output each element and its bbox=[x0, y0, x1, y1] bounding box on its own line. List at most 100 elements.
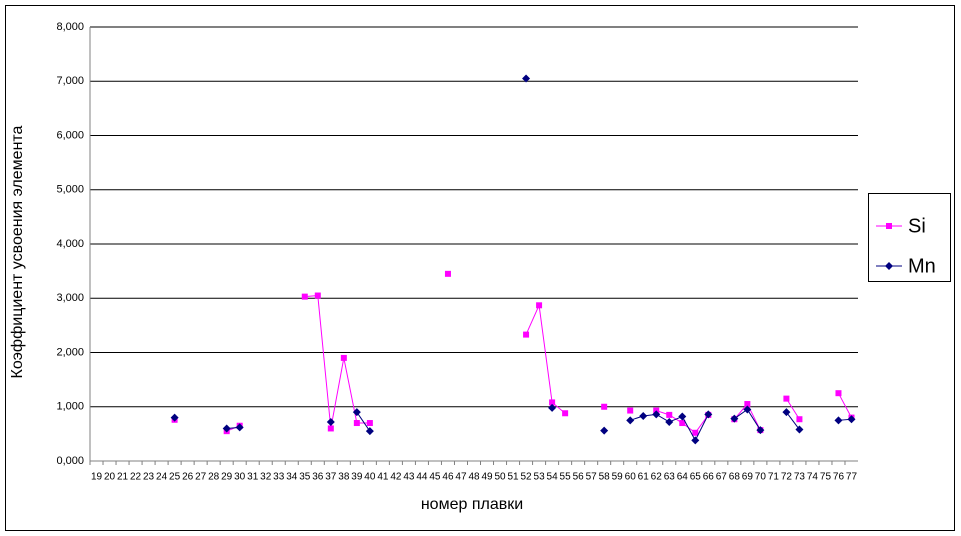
x-tick-label: 22 bbox=[130, 472, 142, 483]
x-tick-label: 58 bbox=[599, 472, 611, 483]
x-tick-label: 46 bbox=[442, 472, 454, 483]
data-point bbox=[652, 410, 661, 419]
x-tick-label: 44 bbox=[416, 472, 428, 483]
data-point bbox=[523, 331, 530, 338]
data-point bbox=[691, 436, 700, 445]
x-tick-label: 30 bbox=[234, 472, 246, 483]
x-tick-label: 24 bbox=[156, 472, 168, 483]
data-point bbox=[730, 414, 739, 423]
x-tick-label: 45 bbox=[429, 472, 441, 483]
x-tick-label: 29 bbox=[221, 472, 233, 483]
data-point bbox=[326, 417, 335, 426]
data-point bbox=[847, 415, 856, 424]
x-tick-label: 47 bbox=[455, 472, 467, 483]
data-point bbox=[170, 413, 179, 422]
x-tick-label: 50 bbox=[494, 472, 506, 483]
legend-marker bbox=[885, 262, 893, 270]
data-point bbox=[756, 426, 765, 435]
data-point bbox=[444, 270, 451, 277]
x-tick-label: 34 bbox=[286, 472, 298, 483]
x-axis-title: номер плавки bbox=[421, 496, 523, 513]
data-point bbox=[834, 416, 843, 425]
x-tick-label: 27 bbox=[195, 472, 207, 483]
data-point bbox=[795, 425, 804, 434]
data-point bbox=[639, 411, 648, 420]
x-tick-label: 19 bbox=[91, 472, 103, 483]
x-tick-label: 66 bbox=[703, 472, 715, 483]
data-point bbox=[796, 416, 803, 423]
data-point bbox=[743, 405, 752, 414]
legend-marker bbox=[886, 223, 892, 229]
x-tick-label: 41 bbox=[377, 472, 389, 483]
y-tick-label: 1,000 bbox=[56, 401, 84, 413]
x-tick-label: 77 bbox=[846, 472, 858, 483]
data-point bbox=[782, 408, 791, 417]
x-tick-label: 59 bbox=[612, 472, 624, 483]
data-point bbox=[365, 427, 374, 436]
x-tick-label: 38 bbox=[338, 472, 350, 483]
legend-label: Si bbox=[908, 215, 926, 237]
x-tick-label: 36 bbox=[312, 472, 324, 483]
y-tick-label: 8,000 bbox=[56, 21, 84, 33]
x-tick-label: 69 bbox=[742, 472, 754, 483]
data-point bbox=[744, 401, 751, 408]
x-tick-label: 70 bbox=[755, 472, 767, 483]
y-tick-label: 2,000 bbox=[56, 346, 84, 358]
x-tick-label: 74 bbox=[807, 472, 819, 483]
x-tick-label: 39 bbox=[351, 472, 363, 483]
x-tick-label: 65 bbox=[690, 472, 702, 483]
y-axis-title: Коэффициент усвоения элемента bbox=[9, 125, 26, 378]
data-point bbox=[366, 420, 373, 427]
x-tick-label: 54 bbox=[547, 472, 559, 483]
x-tick-label: 56 bbox=[573, 472, 585, 483]
series-line bbox=[226, 294, 852, 434]
data-point bbox=[549, 399, 556, 406]
x-tick-label: 23 bbox=[143, 472, 155, 483]
data-point bbox=[783, 395, 790, 402]
data-point bbox=[235, 423, 244, 432]
y-tick-label: 5,000 bbox=[56, 184, 84, 196]
x-tick-label: 73 bbox=[794, 472, 806, 483]
x-tick-label: 49 bbox=[481, 472, 493, 483]
data-point bbox=[352, 408, 361, 417]
data-point bbox=[627, 407, 634, 414]
x-tick-label: 48 bbox=[468, 472, 480, 483]
x-tick-label: 31 bbox=[247, 472, 259, 483]
x-tick-label: 72 bbox=[781, 472, 793, 483]
x-tick-label: 55 bbox=[560, 472, 572, 483]
data-point bbox=[222, 424, 231, 433]
data-point bbox=[562, 410, 569, 417]
x-tick-label: 57 bbox=[586, 472, 598, 483]
data-point bbox=[314, 292, 321, 299]
data-point bbox=[353, 420, 360, 427]
data-point bbox=[536, 302, 543, 309]
x-tick-label: 62 bbox=[651, 472, 663, 483]
y-tick-label: 0,000 bbox=[56, 455, 84, 467]
x-tick-label: 53 bbox=[534, 472, 546, 483]
data-point bbox=[600, 426, 609, 435]
x-tick-label: 26 bbox=[182, 472, 194, 483]
legend bbox=[868, 193, 951, 282]
data-point bbox=[327, 425, 334, 432]
x-tick-label: 33 bbox=[273, 472, 285, 483]
data-point bbox=[601, 403, 608, 410]
x-tick-label: 32 bbox=[260, 472, 272, 483]
x-tick-label: 51 bbox=[507, 472, 519, 483]
data-point bbox=[666, 411, 673, 418]
x-tick-label: 43 bbox=[403, 472, 415, 483]
y-tick-label: 4,000 bbox=[56, 238, 84, 250]
x-tick-label: 25 bbox=[169, 472, 181, 483]
x-tick-label: 42 bbox=[390, 472, 402, 483]
data-point bbox=[626, 416, 635, 425]
data-point bbox=[522, 74, 531, 83]
x-tick-label: 71 bbox=[768, 472, 780, 483]
data-point bbox=[301, 293, 308, 300]
data-point bbox=[679, 420, 686, 427]
data-point bbox=[704, 410, 713, 419]
x-tick-label: 35 bbox=[299, 472, 311, 483]
x-tick-label: 68 bbox=[729, 472, 741, 483]
data-point bbox=[665, 417, 674, 426]
x-tick-label: 61 bbox=[638, 472, 650, 483]
